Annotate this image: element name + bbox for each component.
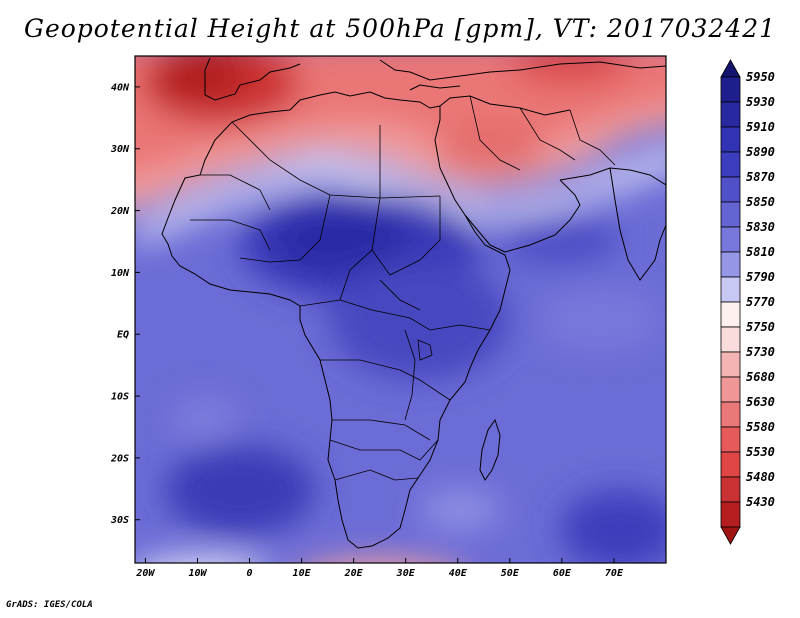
colorbar-top-arrow <box>720 59 741 78</box>
x-tick-label: 60E <box>553 568 572 579</box>
y-tick-label: 10N <box>111 268 130 279</box>
colorbar-label: 5750 <box>746 320 775 334</box>
colorbar-swatch <box>720 176 741 203</box>
colorbar-swatch <box>720 151 741 178</box>
colorbar-swatch <box>720 76 741 103</box>
x-tick-label: 10E <box>293 568 312 579</box>
colorbar-swatch <box>720 351 741 378</box>
x-tick-label: 40E <box>449 568 468 579</box>
x-tick-label: 0 <box>247 568 253 579</box>
x-tick-label: 30E <box>396 568 416 579</box>
y-tick-label: 10S <box>111 392 129 403</box>
colorbar-label: 5630 <box>746 395 775 409</box>
colorbar-label: 5430 <box>746 495 775 509</box>
colorbar-label: 5770 <box>746 295 775 309</box>
y-tick-label: 20S <box>110 453 129 464</box>
y-tick-label: 30S <box>110 515 129 526</box>
colorbar-label: 5580 <box>746 420 775 434</box>
colorbar-swatch <box>720 326 741 353</box>
colorbar-label: 5730 <box>746 345 775 359</box>
height-field <box>135 56 666 563</box>
colorbar-label: 5480 <box>746 470 775 484</box>
colorbar-label: 5810 <box>746 245 775 259</box>
colorbar-swatch <box>720 126 741 153</box>
x-tick-label: 10W <box>188 568 207 579</box>
colorbar: 5950 5930 5910 5890 5870 5850 5830 5810 5790 5770… <box>720 59 775 545</box>
x-tick-label: 20E <box>344 568 364 579</box>
colorbar-label: 5680 <box>746 370 775 384</box>
colorbar-swatch <box>720 451 741 478</box>
colorbar-label: 5890 <box>746 145 775 159</box>
colorbar-swatch <box>720 101 741 128</box>
credit-footer: GrADS: IGES/COLA <box>6 600 93 610</box>
colorbar-label: 5910 <box>746 120 775 134</box>
colorbar-swatch <box>720 201 741 228</box>
coastlines <box>161 57 666 549</box>
colorbar-swatch <box>720 301 741 328</box>
colorbar-swatch <box>720 426 741 453</box>
plot-frame <box>134 55 667 564</box>
colorbar-label: 5930 <box>746 95 775 109</box>
colorbar-swatch <box>720 376 741 403</box>
y-tick-label: EQ <box>117 330 129 341</box>
colorbar-swatch <box>720 276 741 303</box>
colorbar-bottom-arrow <box>720 526 741 545</box>
colorbar-label: 5830 <box>746 220 775 234</box>
x-tick-label: 70E <box>605 568 624 579</box>
map-title: Geopotential Height at 500hPa [gpm], VT:… <box>23 14 777 43</box>
colorbar-label: 5850 <box>746 195 775 209</box>
y-tick-label: 30N <box>110 144 130 155</box>
colorbar-swatch <box>720 251 741 278</box>
colorbar-swatch <box>720 501 741 528</box>
x-tick-label: 20W <box>135 568 155 579</box>
axis-ticks: 20W 10W 0 10E 20E 30E 40E 50E 60E 70E 40N 30N 20N 10N… <box>110 82 624 579</box>
colorbar-label: 5870 <box>746 170 775 184</box>
colorbar-label: 5950 <box>746 70 775 84</box>
colorbar-label: 5790 <box>746 270 775 284</box>
y-tick-label: 20N <box>110 206 130 217</box>
colorbar-swatch <box>720 226 741 253</box>
colorbar-swatch <box>720 476 741 503</box>
colorbar-label: 5530 <box>746 445 775 459</box>
y-tick-label: 40N <box>111 82 130 93</box>
x-tick-label: 50E <box>501 568 520 579</box>
colorbar-swatch <box>720 401 741 428</box>
country-borders <box>190 95 616 481</box>
